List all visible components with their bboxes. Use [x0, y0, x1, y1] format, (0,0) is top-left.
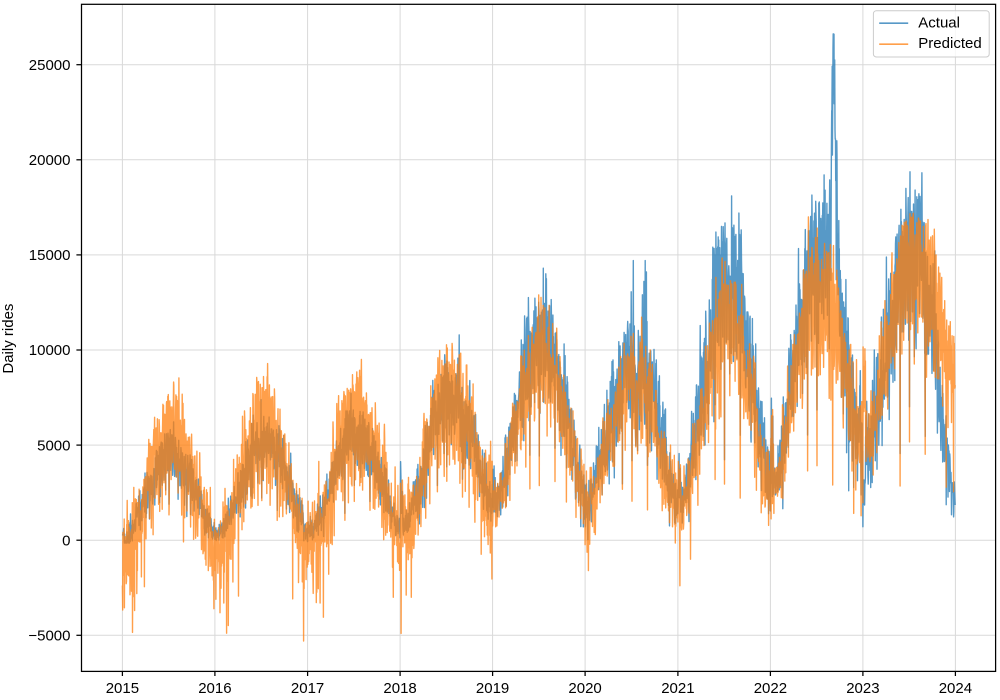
svg-text:15000: 15000: [29, 247, 71, 264]
svg-text:2023: 2023: [846, 680, 879, 697]
svg-text:Actual: Actual: [918, 14, 960, 31]
svg-text:25000: 25000: [29, 57, 71, 74]
svg-text:−5000: −5000: [28, 628, 70, 645]
svg-text:10000: 10000: [29, 342, 71, 359]
svg-text:2020: 2020: [568, 680, 601, 697]
svg-text:2021: 2021: [661, 680, 694, 697]
svg-text:2022: 2022: [754, 680, 787, 697]
svg-text:0: 0: [62, 532, 70, 549]
svg-text:Predicted: Predicted: [918, 35, 981, 52]
svg-text:20000: 20000: [29, 152, 71, 169]
svg-text:2019: 2019: [476, 680, 509, 697]
svg-text:2017: 2017: [291, 680, 324, 697]
svg-text:2015: 2015: [106, 680, 139, 697]
svg-text:5000: 5000: [37, 437, 70, 454]
svg-text:2016: 2016: [198, 680, 231, 697]
svg-text:2018: 2018: [383, 680, 416, 697]
svg-text:Daily rides: Daily rides: [0, 304, 17, 374]
svg-text:2024: 2024: [939, 680, 972, 697]
